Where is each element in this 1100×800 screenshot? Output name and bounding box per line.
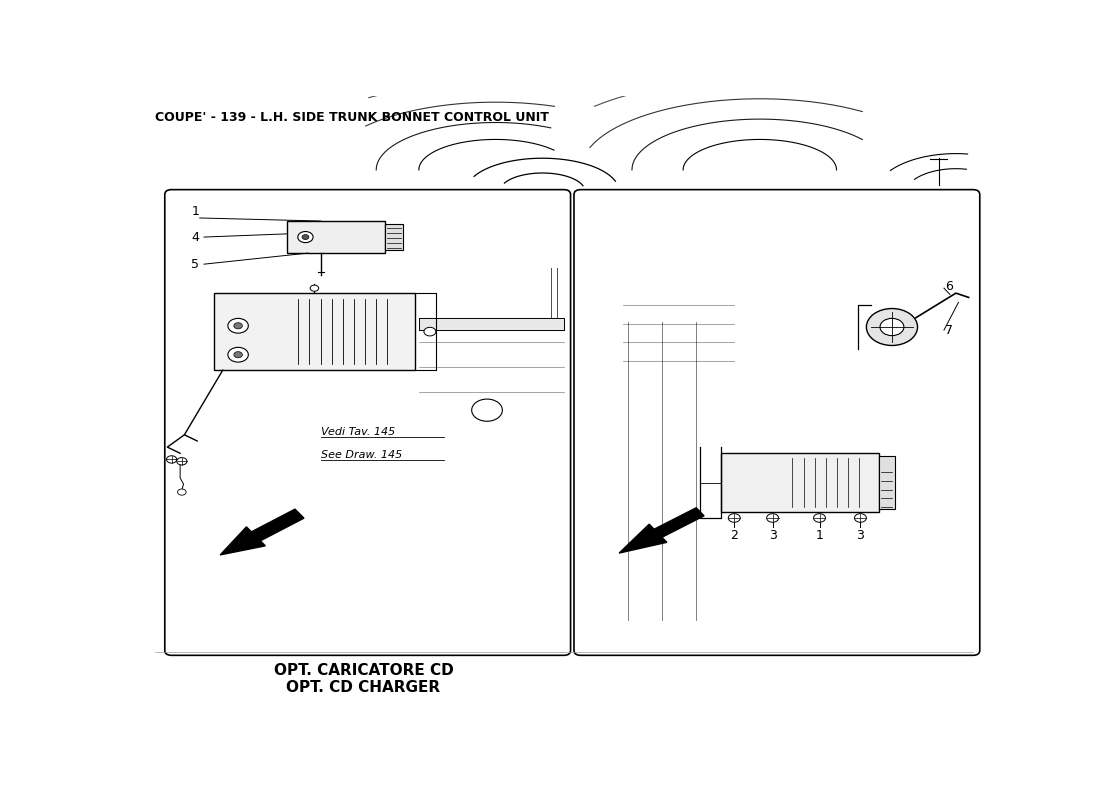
Text: eurospares: eurospares [662, 578, 891, 613]
Circle shape [177, 489, 186, 495]
Circle shape [855, 514, 867, 522]
Circle shape [177, 458, 187, 465]
Text: eurospares: eurospares [253, 578, 482, 613]
FancyBboxPatch shape [214, 293, 415, 370]
Text: See Draw. 145: See Draw. 145 [321, 450, 402, 460]
FancyBboxPatch shape [879, 456, 894, 509]
Text: 2: 2 [730, 529, 738, 542]
Text: 7: 7 [945, 323, 953, 337]
Text: COUPE' - 139 - L.H. SIDE TRUNK BONNET CONTROL UNIT: COUPE' - 139 - L.H. SIDE TRUNK BONNET CO… [154, 111, 549, 124]
FancyBboxPatch shape [574, 190, 980, 655]
FancyBboxPatch shape [165, 190, 571, 655]
FancyBboxPatch shape [722, 454, 879, 512]
Text: 3: 3 [857, 529, 865, 542]
Text: Vedi Tav. 145: Vedi Tav. 145 [321, 426, 395, 437]
Circle shape [472, 399, 503, 422]
Circle shape [234, 322, 242, 329]
Circle shape [424, 327, 436, 336]
Circle shape [228, 318, 249, 333]
Circle shape [728, 514, 740, 522]
FancyBboxPatch shape [287, 221, 385, 253]
Circle shape [880, 318, 904, 336]
Circle shape [814, 514, 825, 522]
Text: 3: 3 [769, 529, 777, 542]
Circle shape [166, 456, 177, 463]
Text: 1: 1 [815, 529, 824, 542]
Text: eurospares: eurospares [662, 278, 891, 312]
Text: eurospares: eurospares [253, 278, 482, 312]
Text: 5: 5 [191, 258, 199, 270]
Text: 1: 1 [191, 205, 199, 218]
Text: 6: 6 [945, 281, 953, 294]
Circle shape [767, 514, 779, 522]
Polygon shape [619, 508, 704, 553]
Circle shape [228, 347, 249, 362]
Circle shape [867, 309, 917, 346]
Text: OPT. CD CHARGER: OPT. CD CHARGER [286, 680, 440, 695]
Polygon shape [419, 318, 563, 330]
Circle shape [298, 231, 314, 242]
FancyBboxPatch shape [385, 224, 404, 250]
Text: OPT. CARICATORE CD: OPT. CARICATORE CD [274, 662, 453, 678]
Circle shape [234, 352, 242, 358]
Circle shape [302, 234, 309, 239]
Circle shape [310, 285, 319, 291]
Polygon shape [220, 509, 304, 555]
Text: 4: 4 [191, 230, 199, 243]
